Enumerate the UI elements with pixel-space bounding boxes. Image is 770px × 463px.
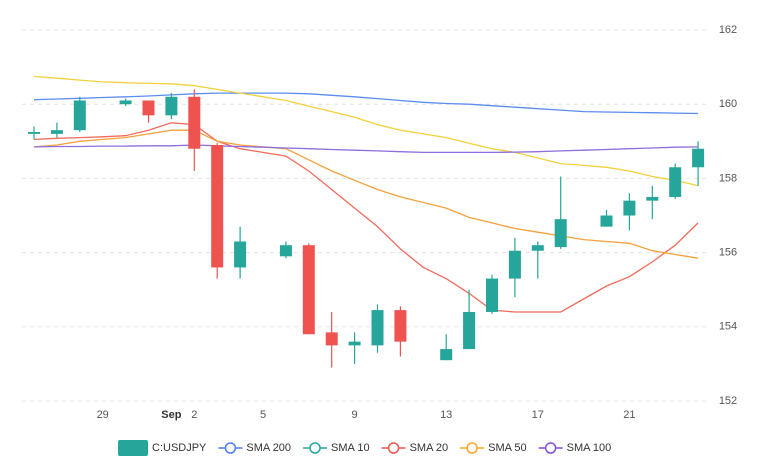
legend-swatch xyxy=(466,442,478,454)
candle-body xyxy=(165,96,178,116)
legend-label: SMA 100 xyxy=(567,442,612,454)
candle-body xyxy=(50,130,63,134)
x-tick-label: 9 xyxy=(352,409,358,421)
legend-swatch xyxy=(224,442,237,454)
sma-line xyxy=(33,144,699,154)
x-tick-label: Sep xyxy=(161,409,181,421)
candle-body xyxy=(142,100,155,116)
y-tick-label: 156 xyxy=(719,247,737,259)
candle-body xyxy=(73,100,86,131)
legend-label: SMA 10 xyxy=(331,442,370,454)
candle-body xyxy=(623,200,636,216)
candle-body xyxy=(28,132,40,134)
candle-body xyxy=(325,332,338,346)
sma-line xyxy=(33,129,699,259)
sma-line xyxy=(33,92,699,115)
legend: C:USDJPY SMA 200 SMA 10 SMA 20 SMA 50 SMA 100 xyxy=(118,440,611,456)
legend-label: SMA 50 xyxy=(488,442,527,454)
candle-body xyxy=(394,310,407,342)
candle-body xyxy=(371,310,384,346)
candle-body xyxy=(348,341,361,346)
y-tick-label: 160 xyxy=(719,98,737,110)
y-tick-label: 154 xyxy=(719,321,737,333)
candle-body xyxy=(279,245,292,257)
sma-line xyxy=(33,75,699,187)
candle-body xyxy=(211,145,224,268)
candle-body xyxy=(119,100,132,105)
candle-body xyxy=(669,167,682,197)
x-tick-label: 5 xyxy=(260,409,266,421)
candle-body xyxy=(234,241,247,268)
candle-body xyxy=(508,250,521,279)
x-tick-label: 29 xyxy=(97,409,109,421)
x-tick-label: 2 xyxy=(191,409,197,421)
candle-body xyxy=(692,148,705,168)
legend-swatch xyxy=(118,440,148,456)
x-tick-label: 13 xyxy=(440,409,452,421)
candle-body xyxy=(463,311,476,350)
candle-body xyxy=(600,215,613,227)
y-tick-label: 152 xyxy=(719,395,737,407)
legend-label: C:USDJPY xyxy=(152,442,207,454)
candle-body xyxy=(486,278,498,312)
x-tick-label: 21 xyxy=(623,409,635,421)
x-tick-label: 17 xyxy=(532,409,544,421)
candle-body xyxy=(554,219,567,248)
legend-swatch xyxy=(544,442,557,454)
legend-swatch xyxy=(387,442,400,454)
candle-body xyxy=(302,245,315,335)
sma-line xyxy=(33,122,699,313)
candle-body xyxy=(531,245,544,251)
candle-body xyxy=(646,196,659,201)
candle-body xyxy=(188,96,201,149)
candle-body xyxy=(440,349,453,361)
y-tick-label: 158 xyxy=(719,172,737,184)
legend-swatch xyxy=(309,442,321,454)
legend-label: SMA 200 xyxy=(246,442,291,454)
legend-label: SMA 20 xyxy=(410,442,449,454)
y-tick-label: 162 xyxy=(719,24,737,36)
